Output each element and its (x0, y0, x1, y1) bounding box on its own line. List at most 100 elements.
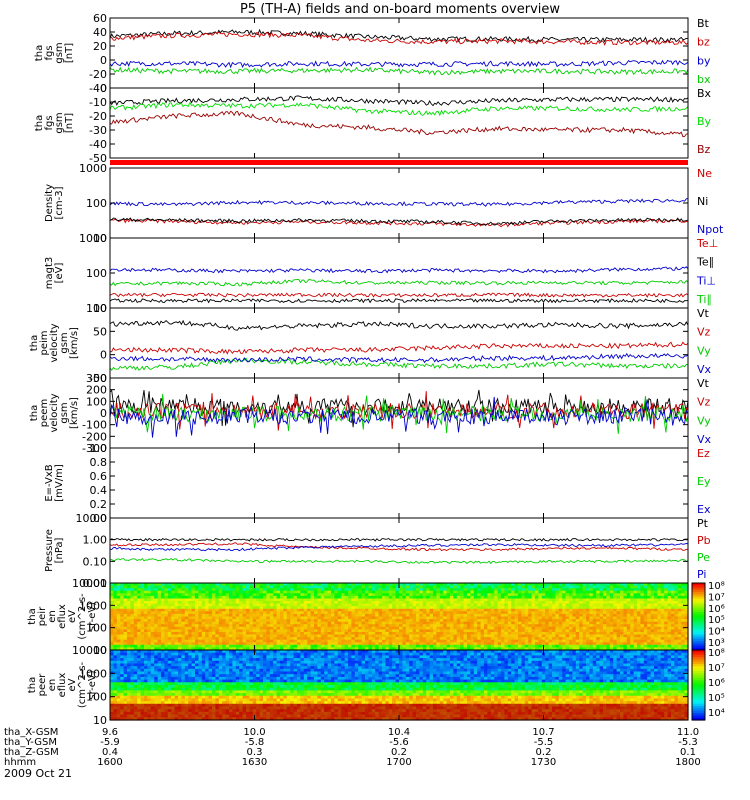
heatmap-cell (110, 626, 114, 630)
heatmap-cell (161, 629, 165, 633)
heatmap-cell (654, 583, 658, 587)
heatmap-cell (402, 629, 407, 633)
heatmap-cell (116, 598, 121, 602)
heatmap-cell (497, 624, 502, 628)
heatmap-cell (487, 647, 492, 651)
heatmap-cell (218, 590, 223, 594)
heatmap-cell (416, 606, 420, 610)
heatmap-cell (460, 613, 465, 618)
heatmap-cell (307, 619, 312, 623)
heatmap-cell (480, 634, 485, 638)
heatmap-cell (480, 632, 485, 636)
heatmap-cell (439, 593, 444, 597)
heatmap-cell (518, 634, 522, 638)
heatmap-cell (562, 637, 567, 641)
heatmap-cell (528, 585, 533, 589)
heatmap-cell (198, 621, 203, 625)
heatmap-cell (565, 606, 570, 610)
heatmap-cell (572, 642, 577, 646)
heatmap-cell (650, 624, 655, 628)
heatmap-cell (249, 603, 254, 607)
heatmap-cell (392, 621, 397, 625)
heatmap-cell (620, 613, 624, 618)
heatmap-cell (596, 585, 601, 589)
heatmap-cell (426, 619, 431, 623)
panel-10-ylabel: thapeerenefluxeV(cm^2-s-sr-eV) (27, 661, 98, 708)
heatmap-cell (579, 629, 584, 633)
heatmap-cell (150, 634, 155, 638)
legend-Ey: Ey (697, 475, 711, 488)
heatmap-cell (188, 603, 193, 607)
heatmap-cell (354, 598, 359, 602)
heatmap-cell (225, 619, 230, 623)
heatmap-cell (178, 613, 182, 618)
heatmap-cell (178, 590, 182, 594)
heatmap-cell (171, 606, 176, 610)
heatmap-cell (538, 621, 543, 625)
heatmap-cell (259, 621, 264, 625)
heatmap-cell (263, 595, 267, 600)
heatmap-cell (677, 611, 682, 615)
colorbar-cell (692, 583, 705, 586)
heatmap-cell (354, 611, 359, 615)
heatmap-cell (382, 624, 386, 628)
heatmap-cell (191, 632, 196, 636)
heatmap-cell (490, 642, 495, 646)
heatmap-cell (351, 613, 356, 618)
heatmap-cell (127, 585, 131, 589)
heatmap-cell (252, 598, 257, 602)
heatmap-cell (161, 590, 165, 594)
heatmap-cell (188, 585, 193, 589)
heatmap-cell (273, 642, 278, 646)
heatmap-cell (453, 629, 458, 633)
heatmap-cell (205, 644, 210, 648)
heatmap-cell (681, 650, 686, 654)
heatmap-cell (116, 619, 121, 623)
heatmap-cell (558, 619, 563, 623)
legend-Vz: Vz (697, 326, 711, 339)
heatmap-cell (242, 583, 247, 587)
heatmap-cell (480, 593, 485, 597)
heatmap-cell (205, 590, 210, 594)
heatmap-cell (436, 613, 441, 618)
heatmap-cell (528, 629, 533, 633)
heatmap-cell (392, 608, 397, 612)
heatmap-cell (225, 644, 230, 648)
heatmap-cell (592, 611, 597, 615)
heatmap-cell (582, 601, 587, 605)
heatmap-cell (446, 629, 451, 633)
heatmap-cell (596, 616, 601, 620)
heatmap-cell (613, 588, 618, 592)
heatmap-cell (157, 603, 162, 607)
heatmap-cell (596, 632, 601, 636)
heatmap-cell (120, 650, 125, 654)
heatmap-cell (562, 601, 567, 605)
heatmap-cell (555, 588, 560, 592)
heatmap-cell (439, 629, 444, 633)
heatmap-cell (276, 595, 281, 600)
heatmap-cell (225, 588, 230, 592)
heatmap-cell (426, 626, 431, 630)
heatmap-cell (599, 626, 604, 630)
heatmap-cell (225, 613, 230, 618)
heatmap-cell (426, 647, 431, 651)
heatmap-cell (140, 644, 145, 648)
heatmap-cell (191, 590, 196, 594)
heatmap-cell (164, 616, 169, 620)
heatmap-cell (235, 598, 240, 602)
heatmap-cell (487, 590, 492, 594)
heatmap-cell (643, 644, 648, 648)
heatmap-cell (531, 647, 536, 651)
heatmap-cell (144, 598, 148, 602)
heatmap-cell (548, 598, 553, 602)
heatmap-cell (161, 611, 165, 615)
heatmap-cell (552, 619, 556, 623)
colorbar-cell (692, 585, 705, 588)
heatmap-cell (283, 634, 288, 638)
heatmap-cell (647, 619, 652, 623)
heatmap-cell (494, 593, 499, 597)
heatmap-cell (161, 637, 165, 641)
heatmap-cell (422, 632, 427, 636)
heatmap-cell (521, 608, 526, 612)
